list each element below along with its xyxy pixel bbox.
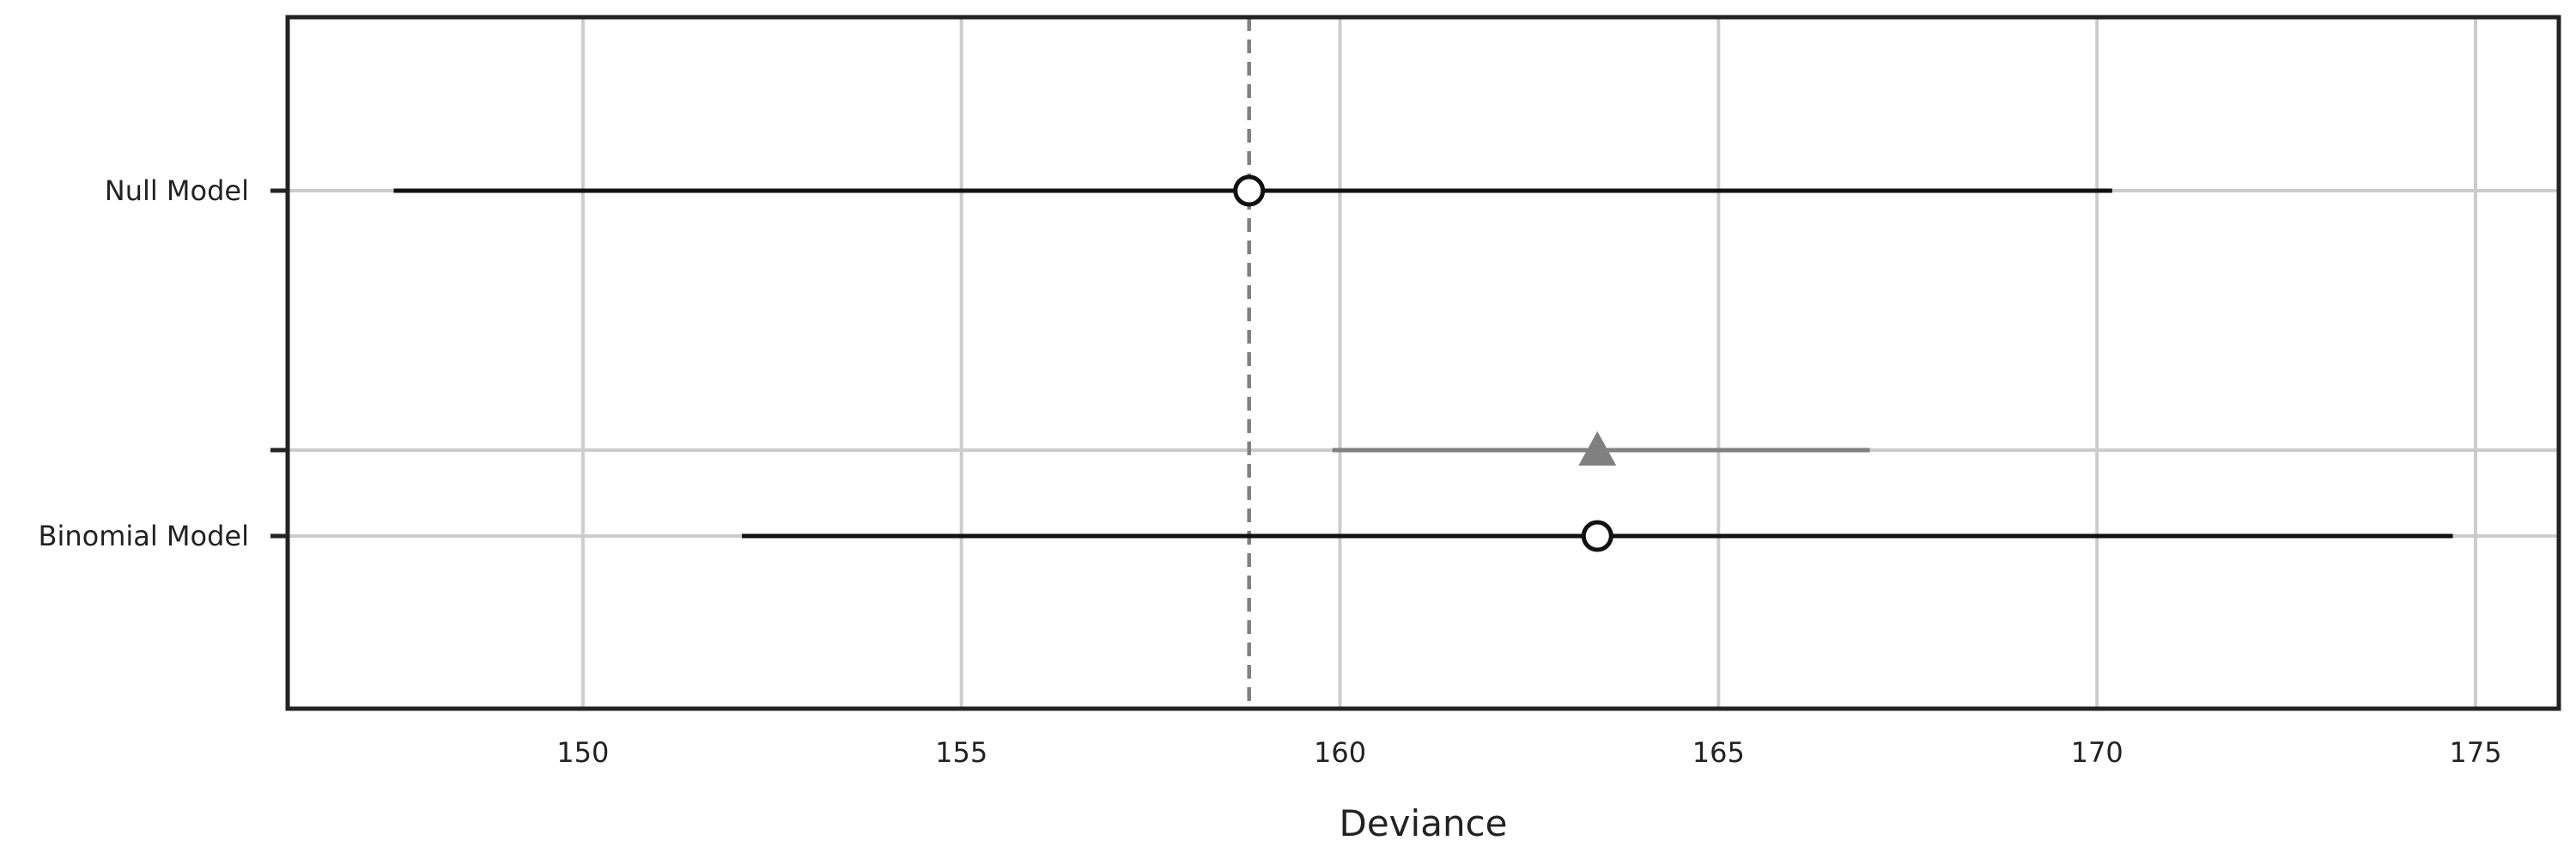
secondary-estimate-triangle (1578, 431, 1617, 466)
plot-frame (285, 15, 2561, 711)
x-tick-label: 155 (935, 736, 987, 769)
estimate-point (1581, 520, 1613, 552)
estimate-point (1233, 174, 1266, 207)
grid-layer (288, 17, 2559, 709)
x-tick-label: 160 (1314, 736, 1366, 769)
y-tick-label: Null Model (105, 174, 249, 207)
x-tick-label: 170 (2071, 736, 2123, 769)
y-tick-label: Binomial Model (38, 520, 249, 552)
x-tick-label: 165 (1692, 736, 1745, 769)
ticks-layer: 150 155 160 165 170 175 Null Model Binomial Mod… (38, 174, 2501, 769)
marks-layer (393, 17, 2453, 709)
x-tick-label: 175 (2449, 736, 2501, 769)
x-axis-title: Deviance (1340, 802, 1508, 844)
x-tick-label: 150 (556, 736, 609, 769)
